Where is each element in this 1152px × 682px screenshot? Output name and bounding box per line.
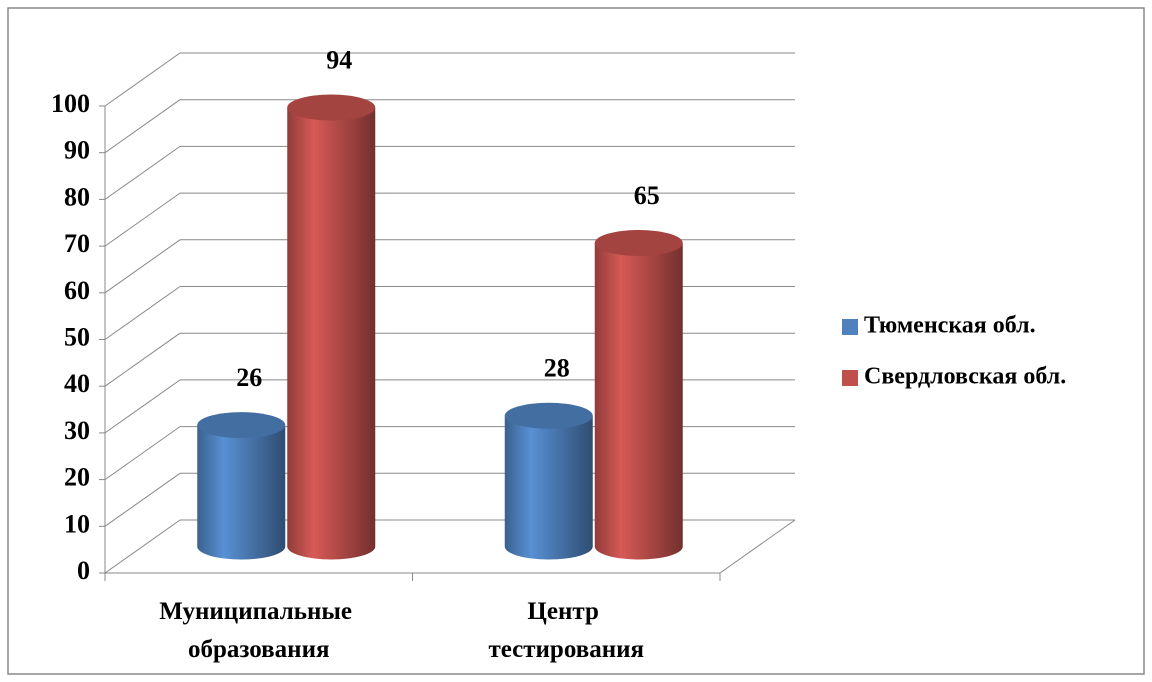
grid-line (104, 52, 181, 107)
bar-top (287, 94, 376, 121)
data-label: 26 (236, 363, 262, 392)
bar (504, 415, 593, 560)
bar-top (594, 229, 683, 256)
y-tick-label: 10 (64, 509, 90, 538)
floor-right (719, 519, 796, 574)
y-tick-label: 60 (64, 276, 90, 305)
y-tick-label: 20 (64, 463, 90, 492)
grid-line (104, 379, 181, 434)
y-tick-label: 80 (64, 182, 90, 211)
legend-label: Тюменская обл. (864, 313, 1036, 339)
grid-line (104, 332, 181, 387)
bar-top (504, 402, 593, 429)
grid-line (104, 239, 181, 294)
legend-label: Свердловская обл. (864, 364, 1066, 390)
bar (594, 242, 683, 560)
x-tick-label: Центр тестирования (488, 598, 644, 663)
y-tick-label: 70 (64, 229, 90, 258)
chart-frame (7, 7, 1145, 675)
grid-line (104, 145, 181, 200)
y-tick-label: 40 (64, 369, 90, 398)
grid-line (104, 519, 181, 574)
grid-line (104, 192, 181, 247)
grid-line (104, 99, 181, 154)
x-tick-label: Муниципальные образования (159, 598, 358, 663)
y-tick-label: 50 (64, 322, 90, 351)
y-tick-label: 100 (51, 89, 90, 118)
y-tick-label: 0 (77, 556, 90, 585)
data-label: 94 (326, 45, 352, 74)
legend-swatch (842, 319, 858, 335)
legend-swatch (842, 370, 858, 386)
grid-line (104, 472, 181, 527)
bar (197, 425, 286, 560)
bar-top (197, 412, 286, 439)
grid-line (104, 286, 181, 340)
y-tick-label: 90 (64, 136, 90, 165)
y-tick-label: 30 (64, 416, 90, 445)
bar (287, 107, 376, 560)
data-label: 28 (544, 354, 570, 383)
data-label: 65 (634, 181, 660, 210)
grid-line (104, 426, 181, 481)
